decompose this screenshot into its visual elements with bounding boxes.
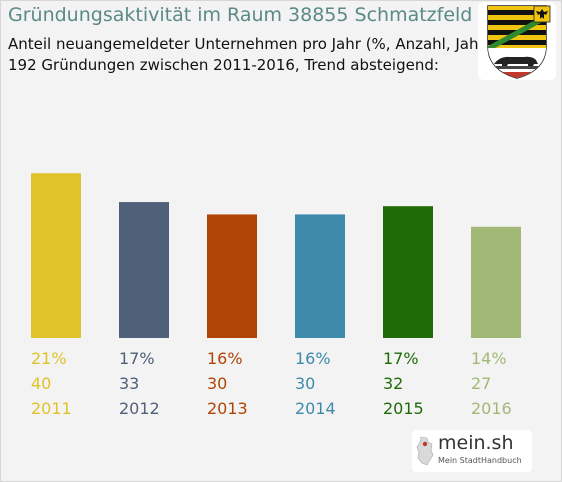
percent-label-2013: 16% — [207, 349, 243, 368]
percent-label-2016: 14% — [471, 349, 507, 368]
chart-title: Gründungsaktivität im Raum 38855 Schmatz… — [8, 4, 473, 26]
germany-map-icon — [416, 436, 434, 466]
percent-label-2012: 17% — [119, 349, 155, 368]
percent-label-2011: 21% — [31, 349, 67, 368]
brand-tagline: Mein StadtHandbuch — [438, 456, 522, 465]
year-label-2014: 2014 — [295, 399, 336, 418]
year-label-2011: 2011 — [31, 399, 72, 418]
count-label-2016: 27 — [471, 374, 491, 393]
brand-name: mein.sh — [438, 432, 514, 454]
count-label-2012: 33 — [119, 374, 139, 393]
bar-2011 — [31, 173, 81, 338]
bar-2015 — [383, 206, 433, 338]
chart-subtitle: Anteil neuangemeldeter Unternehmen pro J… — [8, 35, 491, 53]
chart-summary: 192 Gründungen zwischen 2011-2016, Trend… — [8, 56, 439, 74]
year-label-2012: 2012 — [119, 399, 160, 418]
bar-2012 — [119, 202, 169, 338]
count-label-2011: 40 — [31, 374, 51, 393]
count-label-2014: 30 — [295, 374, 315, 393]
percent-label-2014: 16% — [295, 349, 331, 368]
bar-2014 — [295, 214, 345, 338]
bar-2016 — [471, 226, 521, 338]
brand-logo: mein.sh Mein StadtHandbuch — [412, 430, 532, 472]
count-label-2013: 30 — [207, 374, 227, 393]
year-label-2013: 2013 — [207, 399, 248, 418]
coat-of-arms-icon — [478, 2, 556, 80]
percent-label-2015: 17% — [383, 349, 419, 368]
count-label-2015: 32 — [383, 374, 403, 393]
year-label-2016: 2016 — [471, 399, 512, 418]
bar-2013 — [207, 214, 257, 338]
year-label-2015: 2015 — [383, 399, 424, 418]
